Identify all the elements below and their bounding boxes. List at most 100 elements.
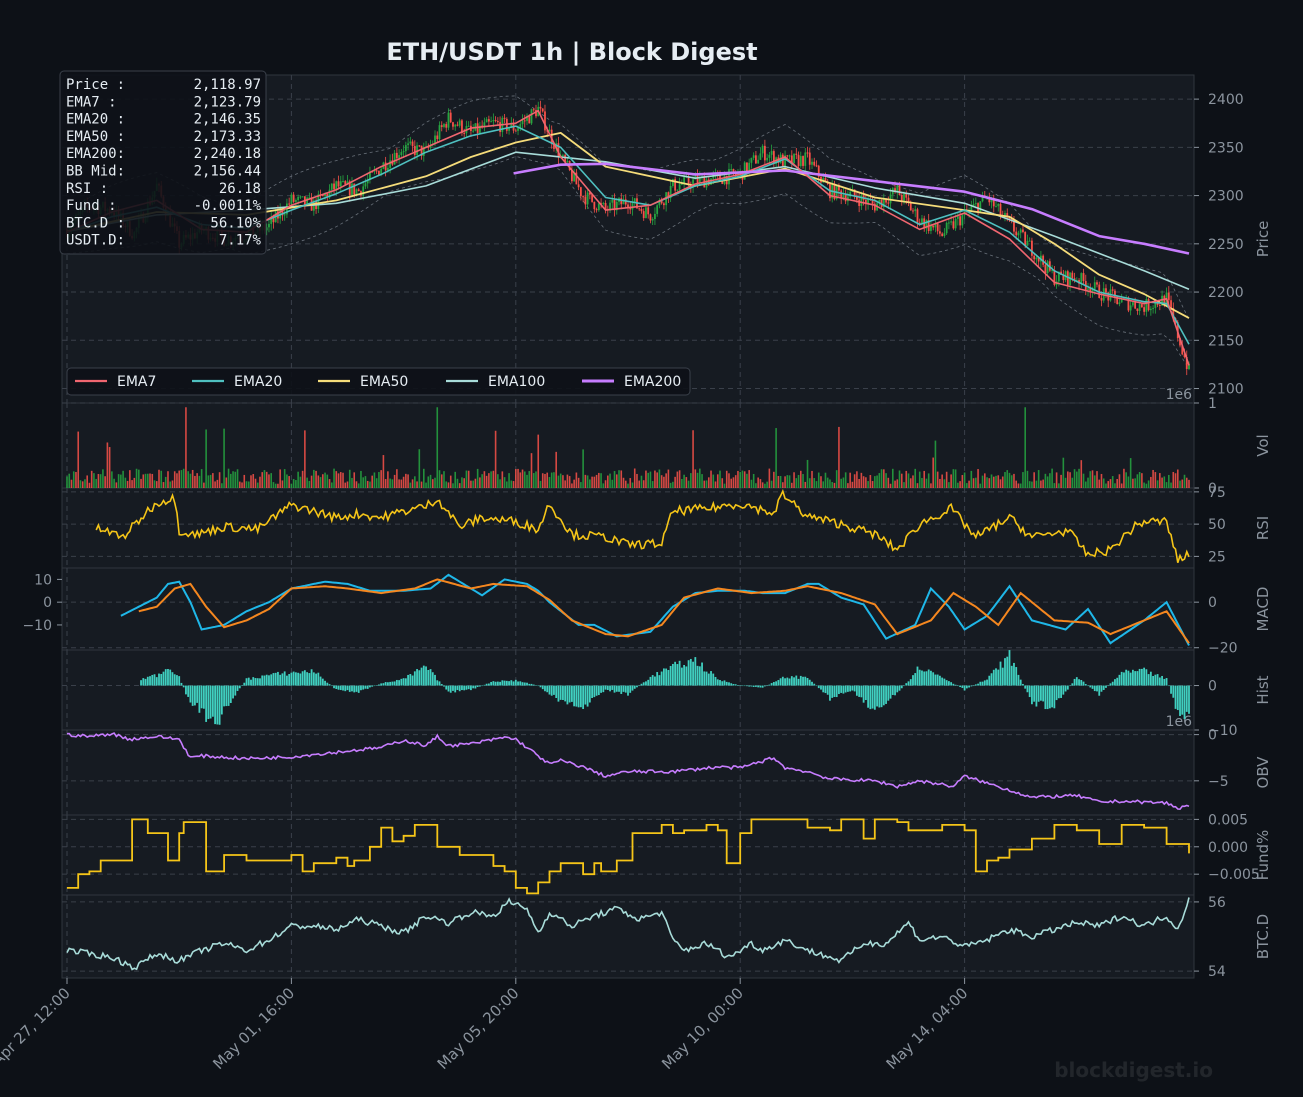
histogram-bar bbox=[1019, 679, 1022, 686]
histogram-bar bbox=[947, 681, 950, 686]
candle-body bbox=[1158, 304, 1161, 306]
histogram-bar bbox=[270, 674, 273, 686]
histogram-bar bbox=[384, 682, 387, 686]
volume-bar bbox=[813, 478, 816, 488]
candle-body bbox=[1037, 257, 1040, 262]
histogram-bar bbox=[202, 685, 205, 709]
volume-bar bbox=[1089, 471, 1092, 488]
histogram-bar bbox=[721, 681, 724, 686]
volume-bar bbox=[138, 469, 140, 488]
histogram-bar bbox=[1111, 681, 1114, 686]
volume-bar bbox=[328, 479, 331, 488]
histogram-bar bbox=[790, 676, 793, 686]
volume-bar bbox=[820, 476, 822, 488]
info-value: 2,118.97 bbox=[194, 77, 261, 93]
histogram-bar bbox=[573, 685, 576, 707]
candle-body bbox=[613, 199, 616, 211]
histogram-bar bbox=[847, 685, 849, 692]
histogram-bar bbox=[173, 674, 176, 686]
volume-bar bbox=[299, 476, 302, 488]
histogram-bar bbox=[676, 664, 679, 686]
candle-body bbox=[974, 203, 977, 205]
volume-bar bbox=[611, 479, 614, 488]
histogram-bar bbox=[1080, 680, 1083, 686]
histogram-bar bbox=[211, 685, 214, 717]
volume-bar bbox=[701, 474, 703, 488]
candle-body bbox=[602, 203, 605, 205]
y-tick-label: 0 bbox=[1208, 481, 1217, 497]
candle-body bbox=[571, 169, 573, 182]
candle-body bbox=[420, 145, 423, 156]
histogram-bar bbox=[1044, 685, 1047, 710]
candle-body bbox=[956, 216, 959, 219]
volume-bar bbox=[1134, 478, 1136, 488]
volume-bar bbox=[84, 479, 86, 488]
volume-bar bbox=[1143, 482, 1145, 488]
volume-bar bbox=[887, 477, 890, 488]
volume-bar bbox=[259, 476, 261, 488]
histogram-bar bbox=[615, 685, 618, 692]
y-tick-label-left: 10 bbox=[34, 572, 52, 588]
histogram-bar bbox=[378, 684, 380, 686]
candle-body bbox=[645, 207, 647, 219]
volume-bar bbox=[434, 477, 436, 488]
volume-bar bbox=[1037, 470, 1040, 488]
volume-bar bbox=[268, 474, 270, 488]
volume-bar bbox=[903, 482, 905, 488]
candle-body bbox=[339, 181, 342, 187]
candle-body bbox=[912, 210, 914, 212]
candle-body bbox=[979, 201, 982, 212]
histogram-bar bbox=[925, 671, 928, 686]
histogram-bar bbox=[1176, 685, 1179, 711]
volume-bar bbox=[609, 473, 611, 488]
histogram-bar bbox=[629, 685, 632, 693]
volume-bar bbox=[999, 479, 1002, 488]
series-group-rsi bbox=[95, 488, 1190, 564]
volume-bar bbox=[865, 477, 867, 488]
volume-bar bbox=[158, 469, 160, 488]
candle-body bbox=[997, 203, 1000, 207]
volume-bar bbox=[714, 481, 717, 488]
candle-body bbox=[463, 132, 466, 134]
histogram-bar bbox=[624, 685, 627, 693]
histogram-bar bbox=[983, 680, 986, 686]
volume-bar bbox=[1080, 460, 1083, 488]
histogram-bar bbox=[191, 685, 194, 706]
histogram-bar bbox=[606, 685, 609, 690]
candle-body bbox=[651, 219, 654, 221]
volume-bar bbox=[986, 477, 988, 488]
volume-bar bbox=[1004, 472, 1006, 488]
histogram-bar bbox=[979, 681, 982, 686]
volume-bar bbox=[743, 471, 746, 488]
y-tick-label: −10 bbox=[1208, 723, 1238, 739]
volume-bar bbox=[396, 469, 398, 488]
candle-body bbox=[921, 218, 923, 224]
candle-body bbox=[485, 119, 488, 123]
candle-body bbox=[950, 221, 953, 223]
histogram-bar bbox=[245, 678, 248, 686]
histogram-bar bbox=[447, 685, 450, 692]
volume-bar bbox=[546, 472, 549, 488]
volume-bar bbox=[393, 474, 396, 488]
histogram-bar bbox=[864, 685, 867, 701]
volume-bar bbox=[90, 470, 93, 488]
candle-body bbox=[1183, 354, 1186, 357]
histogram-bar bbox=[674, 661, 677, 686]
volume-bar bbox=[270, 473, 273, 488]
histogram-bar bbox=[431, 672, 434, 686]
histogram-bar bbox=[409, 674, 412, 686]
histogram-bar bbox=[229, 685, 232, 703]
volume-bar bbox=[304, 430, 306, 488]
candle-body bbox=[413, 146, 416, 155]
volume-bar bbox=[988, 478, 991, 488]
volume-bar bbox=[683, 474, 685, 488]
histogram-bar bbox=[360, 685, 362, 691]
histogram-bar bbox=[454, 685, 457, 693]
histogram-bar bbox=[146, 676, 149, 686]
histogram-bar bbox=[755, 685, 757, 687]
candle-body bbox=[894, 188, 896, 193]
candle-body bbox=[1053, 270, 1056, 285]
volume-bar bbox=[124, 477, 127, 488]
histogram-bar bbox=[876, 685, 878, 707]
candle-body bbox=[687, 176, 690, 185]
